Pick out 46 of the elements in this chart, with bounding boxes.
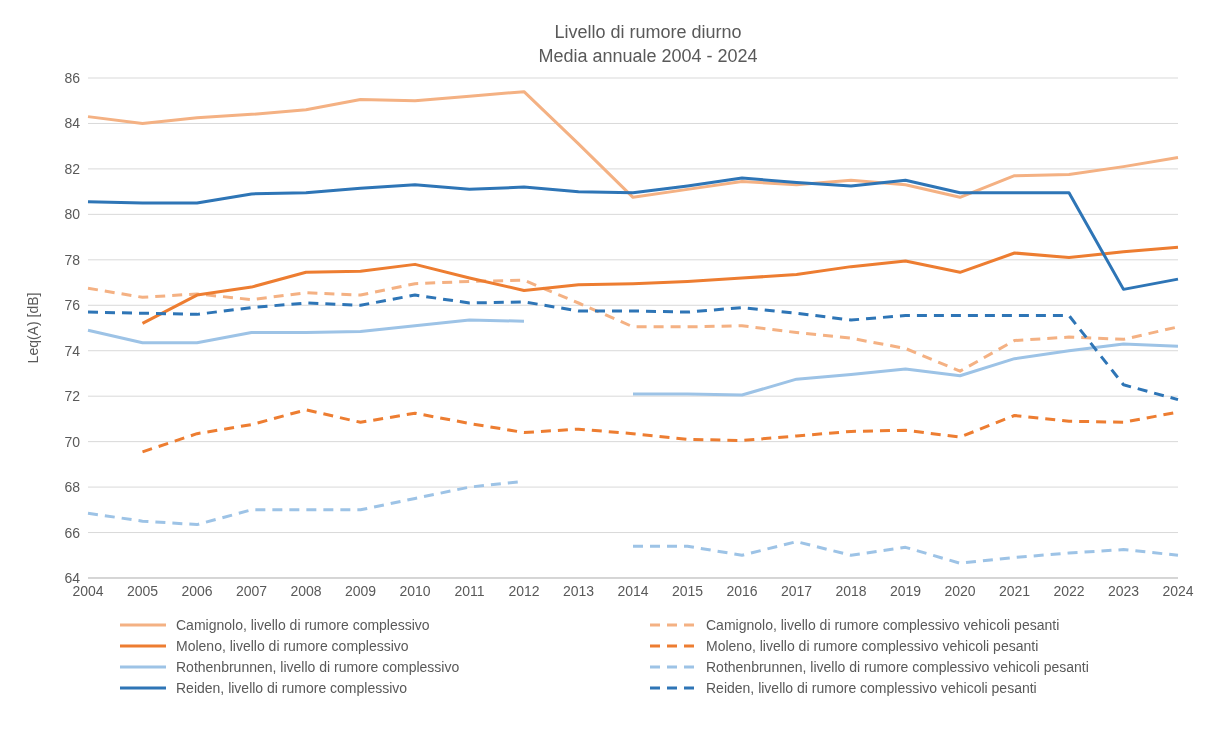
x-tick-label: 2010 (399, 582, 431, 599)
x-tick-label: 2023 (1107, 582, 1140, 599)
x-tick-label: 2009 (344, 582, 377, 599)
x-tick-label: 2024 (1162, 582, 1194, 599)
y-tick-label: 78 (64, 251, 81, 268)
y-tick-label: 84 (64, 115, 81, 132)
line-series (86, 293, 1180, 402)
x-tick-label: 2005 (126, 582, 159, 599)
y-tick-label: 72 (64, 388, 81, 405)
y-tick-label: 74 (64, 342, 81, 359)
x-tick-label: 2011 (454, 582, 485, 599)
x-tick-label: 2012 (508, 582, 540, 599)
line-series (86, 176, 1180, 291)
y-tick-label: 86 (64, 69, 81, 86)
legend-label: Rothenbrunnen, livello di rumore complessivo vehicoli pesanti (706, 659, 1089, 675)
x-tick-label: 2020 (944, 582, 976, 599)
legend-label: Moleno, livello di rumore complessivo (176, 638, 409, 654)
x-tick-label: 2021 (998, 582, 1031, 599)
y-tick-label: 80 (64, 206, 81, 223)
y-tick-label: 66 (64, 524, 81, 541)
legend-label: Rothenbrunnen, livello di rumore complessivo (176, 659, 460, 675)
x-tick-label: 2013 (562, 582, 595, 599)
line-series (86, 90, 1180, 199)
line-series (141, 245, 1180, 325)
x-tick-label: 2007 (235, 582, 268, 599)
legend-label: Camignolo, livello di rumore complessivo vehicoli pesanti (706, 617, 1060, 633)
x-tick-label: 2022 (1053, 582, 1085, 599)
y-tick-label: 82 (64, 160, 81, 177)
chart-title: Livello di rumore diurno (553, 21, 743, 44)
x-tick-label: 2017 (780, 582, 813, 599)
x-tick-label: 2006 (181, 582, 213, 599)
x-tick-label: 2018 (835, 582, 867, 599)
x-tick-label: 2014 (617, 582, 649, 599)
x-tick-label: 2019 (889, 582, 922, 599)
legend-label: Camignolo, livello di rumore complessivo (176, 617, 430, 633)
legend-label: Reiden, livello di rumore complessivo (176, 680, 408, 696)
x-tick-label: 2015 (671, 582, 704, 599)
y-tick-label: 68 (64, 479, 81, 496)
y-tick-label: 70 (64, 433, 81, 450)
legend-label: Reiden, livello di rumore complessivo vehicoli pesanti (706, 680, 1037, 696)
y-tick-label: 76 (64, 297, 81, 314)
y-axis-title: Leq(A) [dB] (24, 292, 41, 364)
x-tick-label: 2016 (726, 582, 758, 599)
chart-subtitle: Media annuale 2004 - 2024 (537, 45, 759, 68)
x-tick-label: 2008 (290, 582, 322, 599)
legend-label: Moleno, livello di rumore complessivo vehicoli pesanti (706, 638, 1039, 654)
